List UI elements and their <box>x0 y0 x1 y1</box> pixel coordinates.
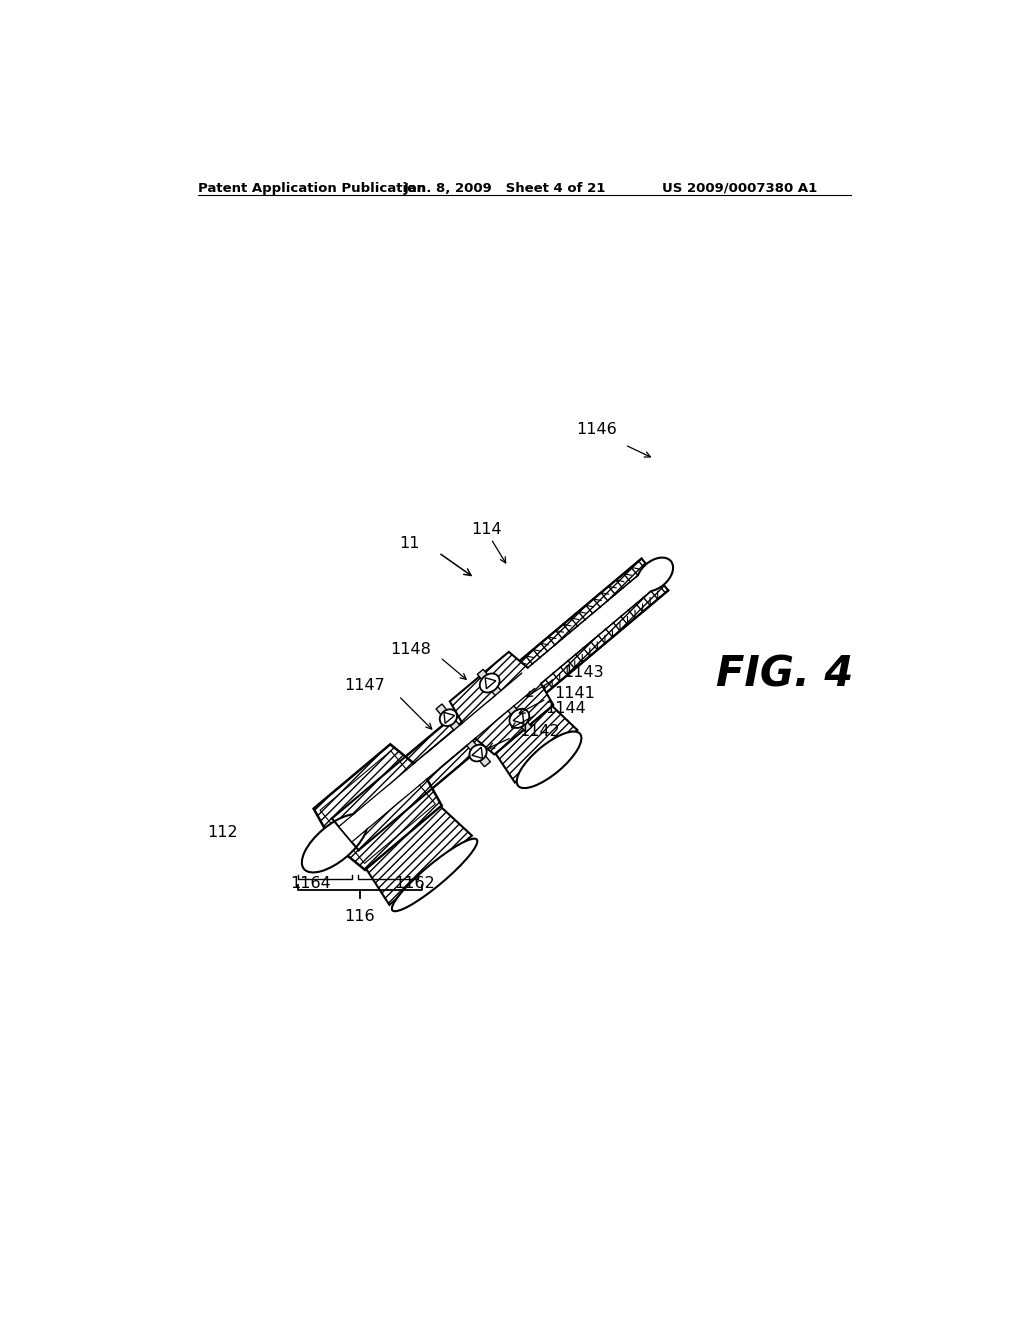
Text: 1144: 1144 <box>545 701 586 715</box>
Text: 1146: 1146 <box>577 422 617 437</box>
Polygon shape <box>351 582 669 850</box>
Text: 112: 112 <box>208 825 239 841</box>
Polygon shape <box>450 652 553 755</box>
Text: 1164: 1164 <box>290 876 331 891</box>
Ellipse shape <box>469 744 486 762</box>
Text: Jan. 8, 2009   Sheet 4 of 21: Jan. 8, 2009 Sheet 4 of 21 <box>403 182 606 194</box>
Ellipse shape <box>480 673 500 693</box>
Ellipse shape <box>510 709 529 727</box>
Polygon shape <box>444 713 455 723</box>
Text: Patent Application Publication: Patent Application Publication <box>199 182 426 194</box>
Text: 1147: 1147 <box>344 678 385 693</box>
Text: 1162: 1162 <box>394 876 434 891</box>
Text: 1148: 1148 <box>390 642 431 657</box>
Ellipse shape <box>439 709 457 726</box>
Text: 116: 116 <box>345 909 376 924</box>
Polygon shape <box>313 744 441 870</box>
Polygon shape <box>496 706 578 783</box>
Polygon shape <box>340 568 660 841</box>
Text: US 2009/0007380 A1: US 2009/0007380 A1 <box>662 182 817 194</box>
Polygon shape <box>436 704 490 767</box>
Text: 1143: 1143 <box>563 665 604 680</box>
Ellipse shape <box>517 731 582 788</box>
Text: 11: 11 <box>398 536 419 550</box>
Text: 114: 114 <box>471 521 502 537</box>
Text: 1142: 1142 <box>519 723 560 739</box>
Polygon shape <box>485 677 496 689</box>
Polygon shape <box>472 747 482 759</box>
Text: 1141: 1141 <box>554 686 595 701</box>
Ellipse shape <box>637 557 673 591</box>
Polygon shape <box>332 558 648 826</box>
Text: FIG. 4: FIG. 4 <box>716 653 853 696</box>
Ellipse shape <box>392 838 477 911</box>
Ellipse shape <box>302 814 368 873</box>
Polygon shape <box>477 669 531 733</box>
Polygon shape <box>367 807 472 906</box>
Polygon shape <box>513 713 524 723</box>
Polygon shape <box>340 568 660 841</box>
